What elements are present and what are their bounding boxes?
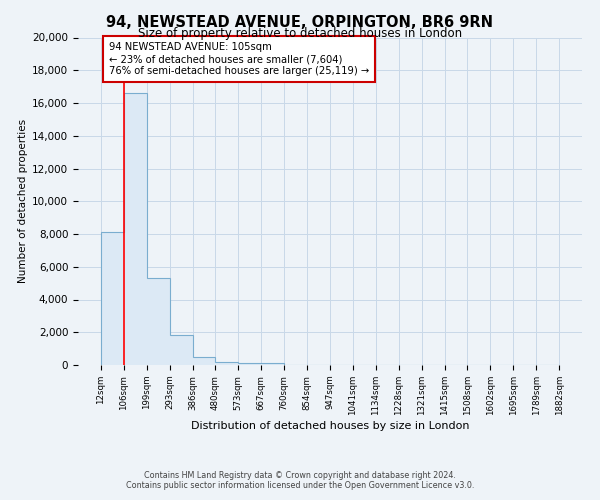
Text: 94, NEWSTEAD AVENUE, ORPINGTON, BR6 9RN: 94, NEWSTEAD AVENUE, ORPINGTON, BR6 9RN [107,15,493,30]
Text: Size of property relative to detached houses in London: Size of property relative to detached ho… [138,28,462,40]
Text: 94 NEWSTEAD AVENUE: 105sqm
← 23% of detached houses are smaller (7,604)
76% of s: 94 NEWSTEAD AVENUE: 105sqm ← 23% of deta… [109,42,369,76]
Y-axis label: Number of detached properties: Number of detached properties [18,119,28,284]
Text: Contains HM Land Registry data © Crown copyright and database right 2024.
Contai: Contains HM Land Registry data © Crown c… [126,470,474,490]
X-axis label: Distribution of detached houses by size in London: Distribution of detached houses by size … [191,420,469,430]
